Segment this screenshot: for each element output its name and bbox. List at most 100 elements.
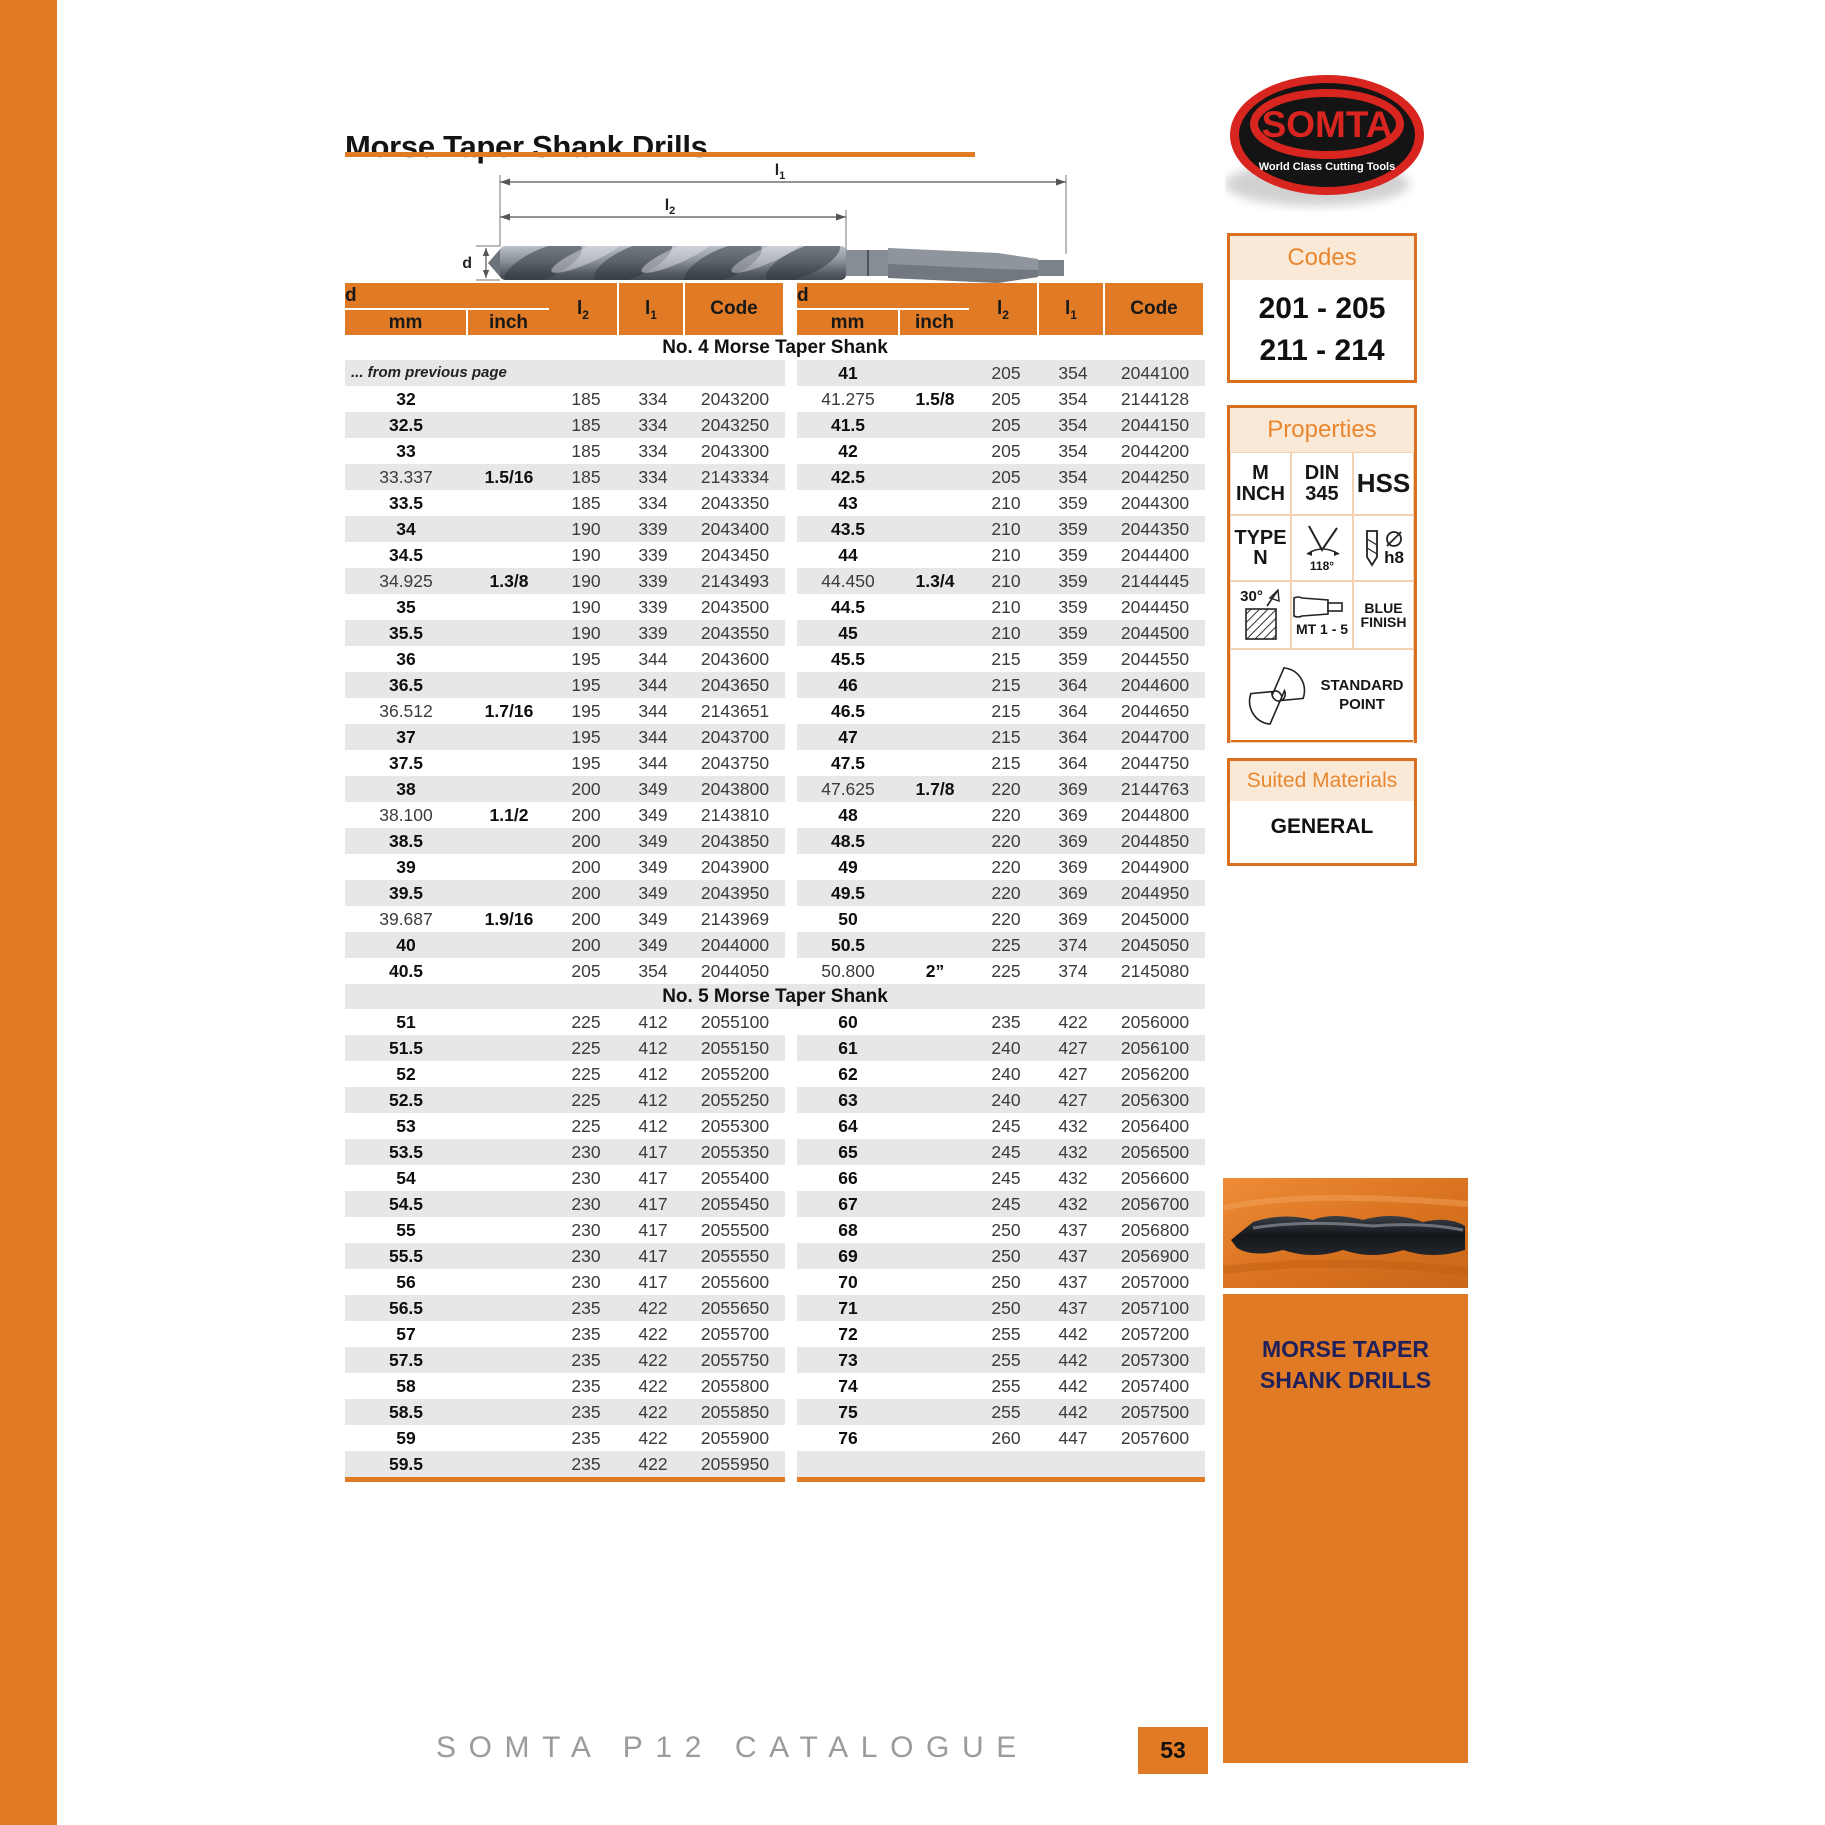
property-metric-inch: M INCH [1230, 452, 1291, 515]
cell-mm: 58 [396, 1376, 416, 1396]
cell-mm: 61 [838, 1038, 858, 1058]
cell-inch [899, 932, 971, 958]
cell-l1: 412 [638, 1064, 668, 1084]
cell-l1: 339 [638, 519, 668, 539]
cell-code: 2043350 [700, 493, 770, 513]
cell-l2: 225 [571, 1116, 601, 1136]
table-row: 36 195 344 2043600 [345, 646, 785, 672]
cell-inch [899, 594, 971, 620]
cell-l2: 225 [571, 1012, 601, 1032]
cell-mm: 53.5 [388, 1142, 424, 1162]
chapter-panel: MORSE TAPER SHANK DRILLS [1223, 1294, 1468, 1763]
cell-code: 2044200 [1120, 441, 1190, 461]
table-row: 56 230 417 2055600 [345, 1269, 785, 1295]
cell-l2: 200 [571, 909, 601, 929]
cell-mm: 43 [838, 493, 858, 513]
cell-l2: 225 [571, 1038, 601, 1058]
cell-inch: 1.5/8 [915, 389, 955, 409]
table-row: 38.5 200 349 2043850 [345, 828, 785, 854]
cell-l2: 225 [991, 935, 1021, 955]
cell-code: 2057100 [1120, 1298, 1190, 1318]
cell-l1: 417 [638, 1194, 668, 1214]
cell-l1: 349 [638, 857, 668, 877]
table-right-no5-rows: 60 235 422 2056000 61 240 427 2056100 62 240 427 20… [797, 1009, 1205, 1477]
cell-l2 [971, 1451, 1041, 1477]
cell-mm: 40 [396, 935, 416, 955]
cell-inch [467, 1165, 551, 1191]
cell-inch [467, 1035, 551, 1061]
cell-mm: 33 [396, 441, 416, 461]
cell-inch [899, 854, 971, 880]
col-header-inch: inch [900, 310, 969, 335]
chapter-panel-caption: MORSE TAPER SHANK DRILLS [1259, 1336, 1432, 1394]
cell-l1: 437 [1058, 1298, 1088, 1318]
cell-mm: 71 [838, 1298, 858, 1318]
cell-mm: 32.5 [388, 415, 424, 435]
cell-l2: 250 [991, 1298, 1021, 1318]
cell-l2: 185 [571, 467, 601, 487]
cell-l2: 240 [991, 1064, 1021, 1084]
table-row: 54.5 230 417 2055450 [345, 1191, 785, 1217]
table-row: 73 255 442 2057300 [797, 1347, 1205, 1373]
table-row: 64 245 432 2056400 [797, 1113, 1205, 1139]
cell-code: 2044400 [1120, 545, 1190, 565]
cell-l1: 412 [638, 1038, 668, 1058]
table-row: 66 245 432 2056600 [797, 1165, 1205, 1191]
cell-inch: 2” [925, 961, 945, 981]
cell-l1: 412 [638, 1012, 668, 1032]
cell-l1: 417 [638, 1272, 668, 1292]
cell-l1: 432 [1058, 1116, 1088, 1136]
cell-code: 2055400 [700, 1168, 770, 1188]
table-row: 51 225 412 2055100 [345, 1009, 785, 1035]
property-morse-taper: MT 1 - 5 [1291, 581, 1353, 649]
cell-mm: 55 [396, 1220, 416, 1240]
table-row: 36.5 195 344 2043650 [345, 672, 785, 698]
taper-shank-icon [1293, 596, 1343, 618]
cell-l1: 359 [1058, 571, 1088, 591]
table-left: d mm inch l2 l1 Code ... from previous p… [345, 283, 785, 1482]
cell-l2: 205 [571, 961, 601, 981]
table-row: 49.5 220 369 2044950 [797, 880, 1205, 906]
cell-l1: 344 [638, 727, 668, 747]
cell-mm: 59 [396, 1428, 416, 1448]
cell-mm: 36 [396, 649, 416, 669]
cell-l1: 334 [638, 415, 668, 435]
table-row: 37 195 344 2043700 [345, 724, 785, 750]
cell-l1: 359 [1058, 545, 1088, 565]
cell-l2: 230 [571, 1142, 601, 1162]
table-row: 47 215 364 2044700 [797, 724, 1205, 750]
cell-l2: 210 [991, 545, 1021, 565]
table-row: 54 230 417 2055400 [345, 1165, 785, 1191]
table-row: 75 255 442 2057500 [797, 1399, 1205, 1425]
cell-mm: 39.687 [379, 909, 433, 929]
cell-inch [467, 828, 551, 854]
cell-l1: 369 [1058, 831, 1088, 851]
table-row: 70 250 437 2057000 [797, 1269, 1205, 1295]
cell-mm: 41 [838, 363, 858, 383]
drill-icon [1366, 530, 1378, 567]
table-row: 41.5 205 354 2044150 [797, 412, 1205, 438]
point-angle-icon [1306, 525, 1340, 556]
table-row: 65 245 432 2056500 [797, 1139, 1205, 1165]
table-row: 39.5 200 349 2043950 [345, 880, 785, 906]
cell-l2: 195 [571, 649, 601, 669]
cell-l2: 190 [571, 519, 601, 539]
cell-code: 2043600 [700, 649, 770, 669]
cell-mm: 56.5 [388, 1298, 424, 1318]
property-type-n: TYPE N [1230, 515, 1291, 581]
cell-inch [467, 1269, 551, 1295]
cell-mm: 74 [838, 1376, 858, 1396]
cell-l2: 235 [571, 1350, 601, 1370]
cell-inch [467, 1139, 551, 1165]
table-row: 47.625 1.7/8 220 369 2144763 [797, 776, 1205, 802]
cell-inch [899, 1087, 971, 1113]
cell-mm: 50.800 [821, 961, 875, 981]
table-row: 52.5 225 412 2055250 [345, 1087, 785, 1113]
cell-inch [899, 802, 971, 828]
cell-inch: 1.3/4 [915, 571, 955, 591]
cell-code: 2056000 [1120, 1012, 1190, 1032]
cell-inch [899, 698, 971, 724]
table-row: 74 255 442 2057400 [797, 1373, 1205, 1399]
cell-inch: 1.5/16 [484, 467, 534, 487]
cell-mm: 41.275 [821, 389, 875, 409]
